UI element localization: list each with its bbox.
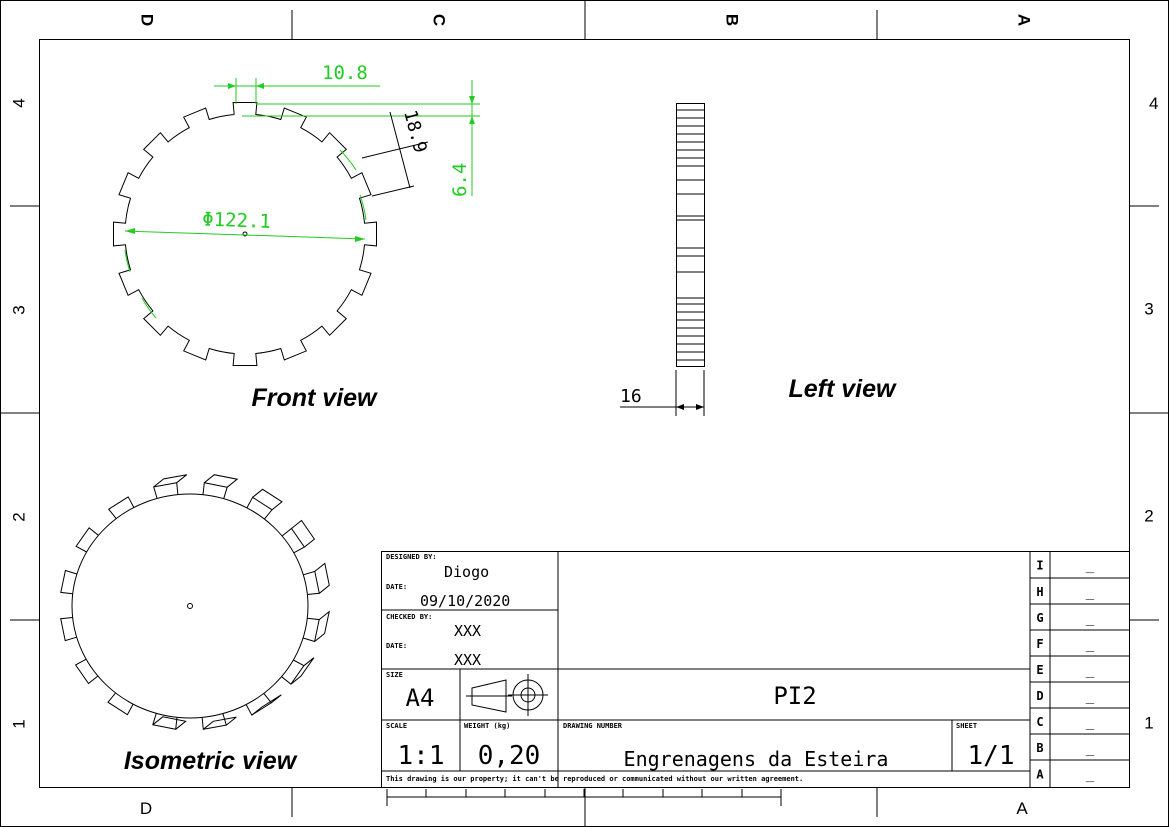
- tooth-height-dim-text: 6.4: [449, 163, 471, 197]
- zone-row-right-3: 3: [1144, 299, 1153, 318]
- zone-row-right-2: 2: [1144, 506, 1153, 525]
- diameter-dim-text: Φ122.1: [202, 209, 271, 233]
- revision-letter-i: I: [1036, 559, 1043, 573]
- designed-by-value: Diogo: [444, 563, 489, 581]
- bottom-ruler: [386, 789, 782, 806]
- revision-value-i: _: [1086, 558, 1095, 574]
- diameter-arrow-right: [355, 236, 365, 242]
- revision-letter-d: D: [1036, 689, 1043, 703]
- revision-value-d: _: [1086, 688, 1095, 704]
- designed-by-label: DESIGNED BY:: [386, 553, 437, 561]
- date-label: DATE:: [386, 583, 407, 591]
- zone-row-left-1: 1: [9, 719, 28, 728]
- revision-value-b: _: [1086, 740, 1095, 756]
- checked-by-label: CHECKED BY:: [386, 613, 432, 621]
- zone-col-top-b: B: [723, 14, 742, 26]
- size-label: SIZE: [386, 671, 403, 679]
- revision-value-h: _: [1086, 584, 1095, 600]
- scale-value: 1:1: [398, 741, 445, 771]
- drawing-title: PI2: [773, 682, 816, 710]
- zone-row-left-2: 2: [9, 512, 28, 521]
- diameter-arrow-left: [125, 228, 135, 234]
- date2-value: XXX: [454, 651, 481, 669]
- revision-letter-f: F: [1036, 637, 1043, 651]
- weight-value: 0,20: [478, 741, 541, 771]
- weight-label: WEIGHT (kg): [464, 722, 510, 730]
- scale-label: SCALE: [386, 722, 407, 730]
- zone-col-top-d: D: [138, 14, 157, 26]
- revision-value-e: _: [1086, 662, 1095, 678]
- zone-row-right-4: 4: [1149, 94, 1158, 113]
- revision-letter-g: G: [1036, 611, 1043, 625]
- inner-frame: [39, 39, 1130, 788]
- revision-letter-b: B: [1036, 741, 1043, 755]
- zone-col-top-a: A: [1015, 14, 1034, 26]
- revision-value-c: _: [1086, 714, 1095, 730]
- zone-row-left-3: 3: [9, 305, 28, 314]
- zone-col-bottom-d: D: [140, 799, 152, 818]
- title-block: [381, 551, 1130, 788]
- revision-letter-e: E: [1036, 663, 1043, 677]
- isometric-view-title: Isometric view: [124, 747, 298, 775]
- front-view-gear: Φ122.1 10.8 6.4 18.9: [113, 62, 480, 366]
- revision-letter-h: H: [1036, 585, 1043, 599]
- revision-value-g: _: [1086, 610, 1095, 626]
- sheet-value: 1/1: [968, 741, 1015, 771]
- revision-letter-c: C: [1036, 715, 1043, 729]
- isometric-view-gear: [60, 474, 330, 730]
- projection-symbol-icon: [466, 674, 548, 716]
- zone-col-top-c: C: [430, 14, 449, 26]
- left-view-gear: 16: [620, 103, 705, 416]
- revision-value-a: _: [1086, 767, 1095, 783]
- zone-col-bottom-a: A: [1016, 799, 1028, 818]
- size-value: A4: [406, 684, 435, 712]
- front-view-title: Front view: [251, 384, 378, 412]
- thickness-dim-text: 16: [620, 386, 642, 407]
- front-gear-outline: [113, 102, 377, 366]
- disclaimer-text: This drawing is our property; it can't b…: [386, 775, 803, 783]
- drawing-number-value: Engrenagens da Esteira: [624, 747, 889, 771]
- revision-value-f: _: [1086, 636, 1095, 652]
- sheet-label: SHEET: [956, 722, 977, 730]
- date2-label: DATE:: [386, 642, 407, 650]
- tooth-width-dim-text: 10.8: [322, 62, 368, 84]
- date-value: 09/10/2020: [420, 592, 510, 610]
- diameter-dim-line: [124, 230, 366, 240]
- zone-row-left-4: 4: [9, 98, 28, 107]
- checked-by-value: XXX: [454, 622, 481, 640]
- left-view-title: Left view: [789, 375, 898, 403]
- drawing-number-label: DRAWING NUMBER: [563, 722, 623, 730]
- zone-row-right-1: 1: [1144, 713, 1153, 732]
- revision-letter-a: A: [1036, 768, 1044, 782]
- front-gear-center: [242, 231, 248, 237]
